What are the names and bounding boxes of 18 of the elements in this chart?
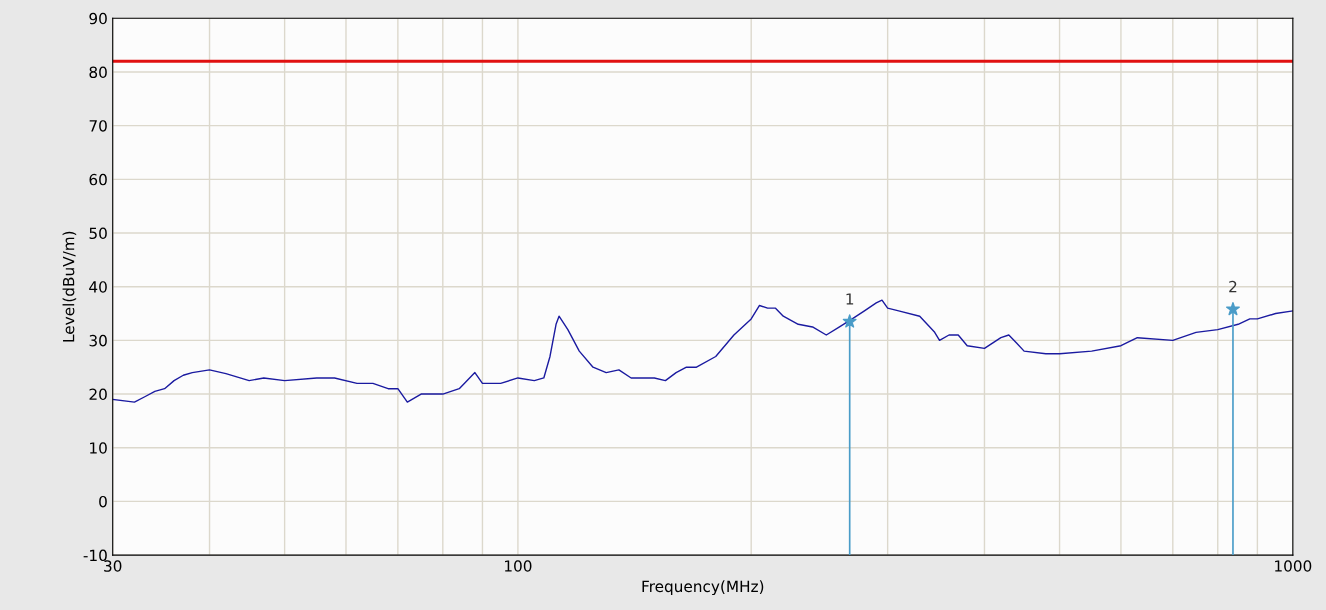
y-tick-label: 60 bbox=[89, 173, 107, 186]
y-tick-label: 90 bbox=[89, 12, 107, 25]
y-axis-title: Level(dBuV/m) bbox=[62, 231, 77, 342]
y-tick-label: 10 bbox=[90, 442, 107, 454]
y-tick-label: -10 bbox=[83, 549, 107, 562]
annotation: 1 bbox=[846, 293, 854, 305]
annotation: 2 bbox=[1229, 280, 1237, 293]
x-tick-label: 100 bbox=[505, 560, 532, 572]
y-tick-label: 80 bbox=[89, 66, 107, 78]
y-tick-label: 30 bbox=[89, 334, 107, 347]
x-tick-label: 30 bbox=[104, 560, 122, 572]
y-tick-label: 70 bbox=[89, 120, 107, 132]
y-tick-label: 20 bbox=[89, 388, 107, 401]
y-tick-label: 50 bbox=[89, 227, 107, 240]
x-tick-label: 1000 bbox=[1275, 560, 1312, 572]
y-tick-label: 40 bbox=[89, 281, 107, 293]
y-tick-label: 0 bbox=[99, 495, 107, 508]
x-axis-title: Frequency(MHz) bbox=[642, 580, 764, 596]
